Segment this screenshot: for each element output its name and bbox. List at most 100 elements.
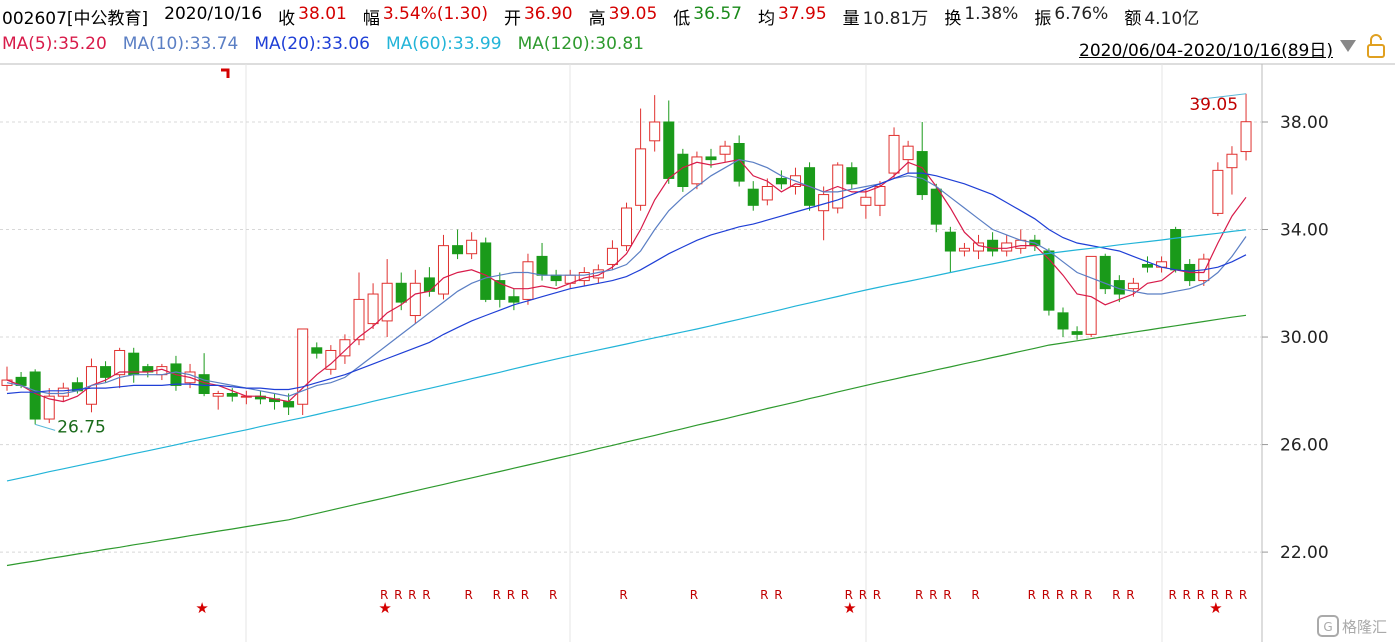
r-marker: R [521,588,529,602]
candle-body [902,145,914,161]
candle-body [114,349,126,376]
candle-body [381,282,393,322]
candle-body [466,239,478,255]
candle-body [198,374,210,394]
quote-date: 2020/10/16 [164,4,263,24]
r-marker: R [1056,588,1064,602]
legend-entry: MA(20):33.06 [254,34,370,54]
ma-line [6,172,1247,395]
candle-body [747,188,759,206]
candle-body [536,255,548,276]
field-label: 开 [503,9,521,29]
quote-header: 002607[中公教育] 2020/10/16 收 38.01 幅 3.54%(1.3… [2,4,1215,30]
lock-icon[interactable] [1367,34,1385,58]
candle-body [311,347,323,354]
field-value: 4.10亿 [1144,9,1200,29]
r-marker: R [1225,588,1233,602]
candle-body [606,247,618,265]
field-value: 37.95 [777,4,827,24]
watermark: 格隆汇 [1342,618,1387,636]
r-marker: R [1042,588,1050,602]
r-marker: R [971,588,979,602]
field-label: 额 [1124,9,1142,29]
candle-body [649,121,661,142]
candle-body [339,339,351,357]
r-marker: R [1183,588,1191,602]
legend-entry: MA(5):35.20 [2,34,107,54]
dropdown-arrow[interactable] [1340,40,1356,52]
candle-body [550,274,562,282]
field-value: 6.76% [1054,4,1109,24]
candle-body [480,242,492,300]
candle-body [663,121,675,179]
candle-body [1141,263,1153,268]
candle-body [367,293,379,325]
annotation-arrow [35,423,56,431]
candle-body [761,186,773,201]
legend-entry: MA(60):33.99 [385,34,502,54]
r-marker: R [1112,588,1120,602]
r-marker: R [1126,588,1134,602]
candle-body [395,282,407,303]
r-marker: R [493,588,501,602]
r-marker: R [1239,588,1247,602]
candle-body [297,328,309,405]
star-marker: ★ [378,599,391,617]
r-marker: R [845,588,853,602]
candle-body [57,387,69,397]
watermark-logo: G [1317,615,1339,637]
candle-body [691,156,703,185]
candle-body [1212,169,1224,214]
candle-body [452,245,464,255]
y-tick-label: 22.00 [1280,543,1329,563]
candle-body [1226,153,1238,169]
field-label: 换 [944,9,962,29]
r-marker: R [1197,588,1205,602]
candle-body [1127,282,1139,290]
y-tick-label: 26.00 [1280,436,1329,456]
candle-body [1099,255,1111,290]
candle-body [29,371,41,420]
candle-body [437,245,449,295]
r-marker: R [1084,588,1092,602]
field-value: 3.54%(1.30) [382,4,488,24]
field-label: 收 [278,9,296,29]
field-value: 1.38% [964,4,1019,24]
r-marker: R [929,588,937,602]
r-marker: R [619,588,627,602]
r-marker: R [873,588,881,602]
r-marker: R [774,588,782,602]
candle-body [846,167,858,185]
candle-body [987,239,999,252]
field-label: 振 [1034,9,1052,29]
low-annotation: 26.75 [57,417,106,437]
star-marker: ★ [843,599,856,617]
field-value: 10.81万 [862,9,929,29]
r-marker: R [549,588,557,602]
date-range[interactable]: 2020/06/04-2020/10/16(89日) [1079,41,1333,61]
r-marker: R [1168,588,1176,602]
r-marker: R [943,588,951,602]
candle-body [1071,331,1083,335]
candle-body [226,392,238,397]
candle-body [930,188,942,225]
r-marker: R [859,588,867,602]
candle-body [409,282,421,317]
field-label: 幅 [362,9,380,29]
candle-body [874,186,886,206]
candle-body [1170,229,1182,271]
candle-body [677,153,689,188]
r-marker: R [760,588,768,602]
candle-body [508,296,520,303]
annotation-arrow [1195,93,1247,101]
candle-body [43,395,55,420]
field-value: 36.57 [693,4,742,24]
field-value: 39.05 [608,4,658,24]
r-marker: R [408,588,416,602]
field-label: 高 [588,9,606,29]
r-marker: R [1028,588,1036,602]
candle-body [860,196,872,206]
candle-body [944,231,956,252]
candle-body [705,156,717,161]
